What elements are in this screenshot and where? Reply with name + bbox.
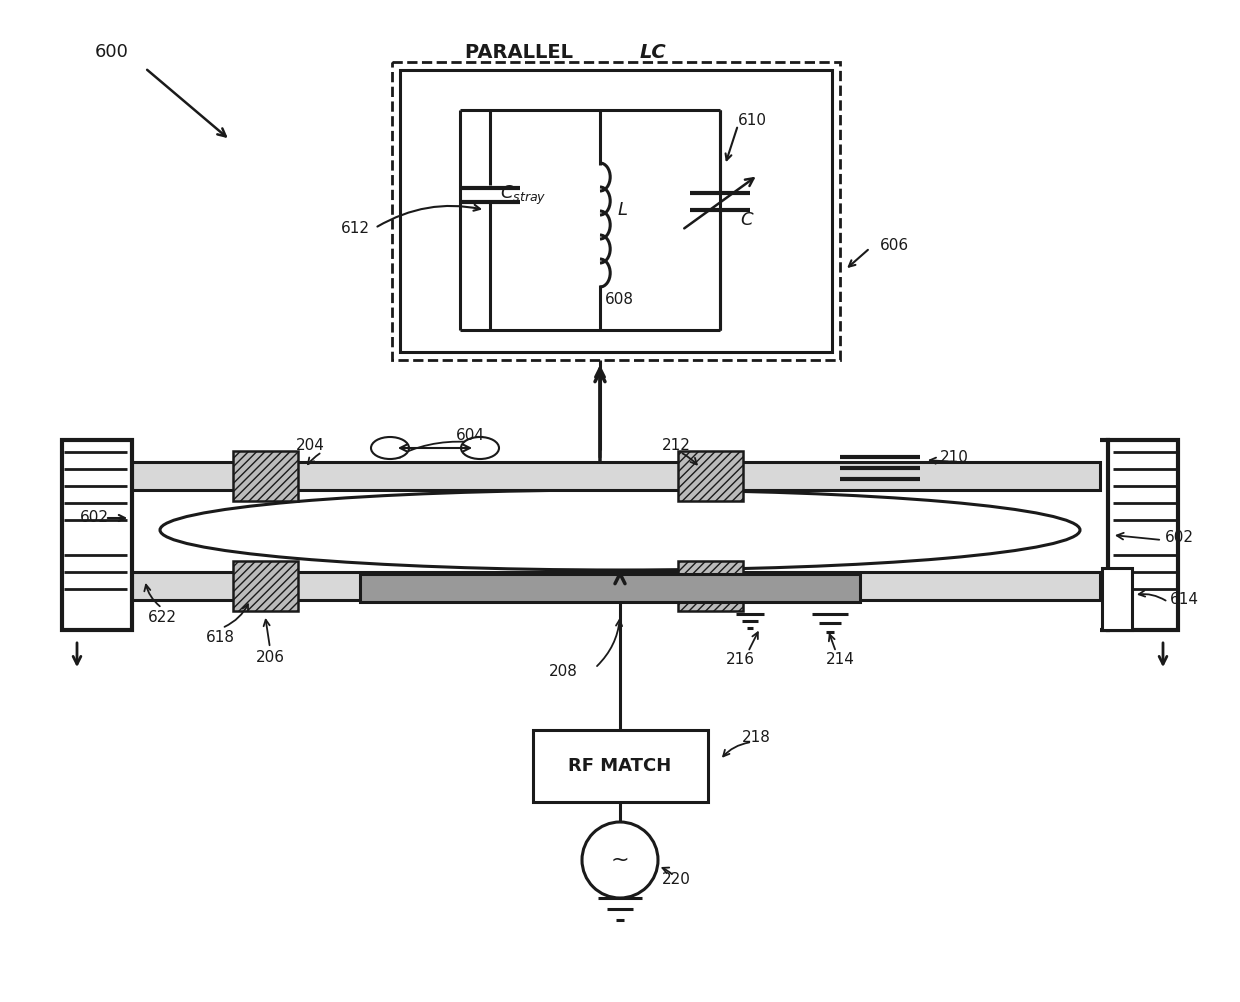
Text: 206: 206 bbox=[255, 650, 284, 665]
Text: 606: 606 bbox=[880, 237, 909, 253]
Text: 600: 600 bbox=[95, 43, 129, 61]
Text: LC: LC bbox=[640, 42, 667, 61]
FancyArrowPatch shape bbox=[930, 458, 955, 464]
Bar bbox=[1102, 568, 1132, 630]
Text: 212: 212 bbox=[662, 438, 691, 453]
Text: ~: ~ bbox=[610, 850, 630, 870]
Ellipse shape bbox=[160, 490, 1080, 570]
FancyArrowPatch shape bbox=[723, 742, 749, 757]
Circle shape bbox=[582, 822, 658, 898]
FancyArrowPatch shape bbox=[308, 454, 320, 464]
FancyArrowPatch shape bbox=[682, 453, 697, 464]
Bar bbox=[392, 62, 839, 360]
Bar bbox=[233, 451, 298, 501]
Bar bbox=[233, 561, 298, 611]
Bar bbox=[62, 440, 131, 630]
Text: RF MATCH: RF MATCH bbox=[568, 757, 672, 775]
Bar bbox=[360, 574, 861, 602]
Bar bbox=[678, 561, 743, 611]
Bar bbox=[678, 451, 743, 501]
Text: 214: 214 bbox=[826, 652, 854, 667]
Text: L: L bbox=[618, 201, 627, 219]
Text: 608: 608 bbox=[605, 293, 634, 308]
FancyArrowPatch shape bbox=[662, 868, 672, 874]
Text: C: C bbox=[740, 211, 753, 229]
FancyArrowPatch shape bbox=[144, 585, 160, 606]
Text: 208: 208 bbox=[549, 664, 578, 679]
FancyArrowPatch shape bbox=[828, 634, 835, 649]
Text: 622: 622 bbox=[148, 610, 176, 625]
Text: 602: 602 bbox=[1166, 530, 1194, 545]
Text: 614: 614 bbox=[1171, 592, 1199, 607]
Text: 216: 216 bbox=[725, 652, 754, 667]
Text: 220: 220 bbox=[662, 873, 691, 888]
FancyArrowPatch shape bbox=[749, 632, 758, 649]
Text: 204: 204 bbox=[295, 438, 325, 453]
Text: 604: 604 bbox=[455, 428, 485, 443]
FancyArrowPatch shape bbox=[1117, 533, 1159, 540]
Bar bbox=[401, 70, 832, 352]
Ellipse shape bbox=[461, 437, 498, 459]
Text: 618: 618 bbox=[206, 630, 234, 645]
Text: 612: 612 bbox=[341, 220, 370, 235]
Bar bbox=[1109, 440, 1178, 630]
Ellipse shape bbox=[371, 437, 409, 459]
Text: 610: 610 bbox=[738, 112, 768, 127]
Text: PARALLEL: PARALLEL bbox=[465, 42, 580, 61]
FancyArrowPatch shape bbox=[264, 620, 269, 645]
Bar bbox=[533, 730, 708, 802]
FancyArrowPatch shape bbox=[224, 604, 248, 627]
Text: 218: 218 bbox=[742, 730, 770, 745]
Text: $C_{stray}$: $C_{stray}$ bbox=[500, 183, 547, 206]
Bar bbox=[130, 572, 1100, 600]
Text: 210: 210 bbox=[940, 451, 968, 466]
FancyArrowPatch shape bbox=[596, 620, 622, 666]
FancyArrowPatch shape bbox=[1138, 590, 1166, 600]
Text: 602: 602 bbox=[81, 510, 109, 525]
Bar bbox=[130, 462, 1100, 490]
